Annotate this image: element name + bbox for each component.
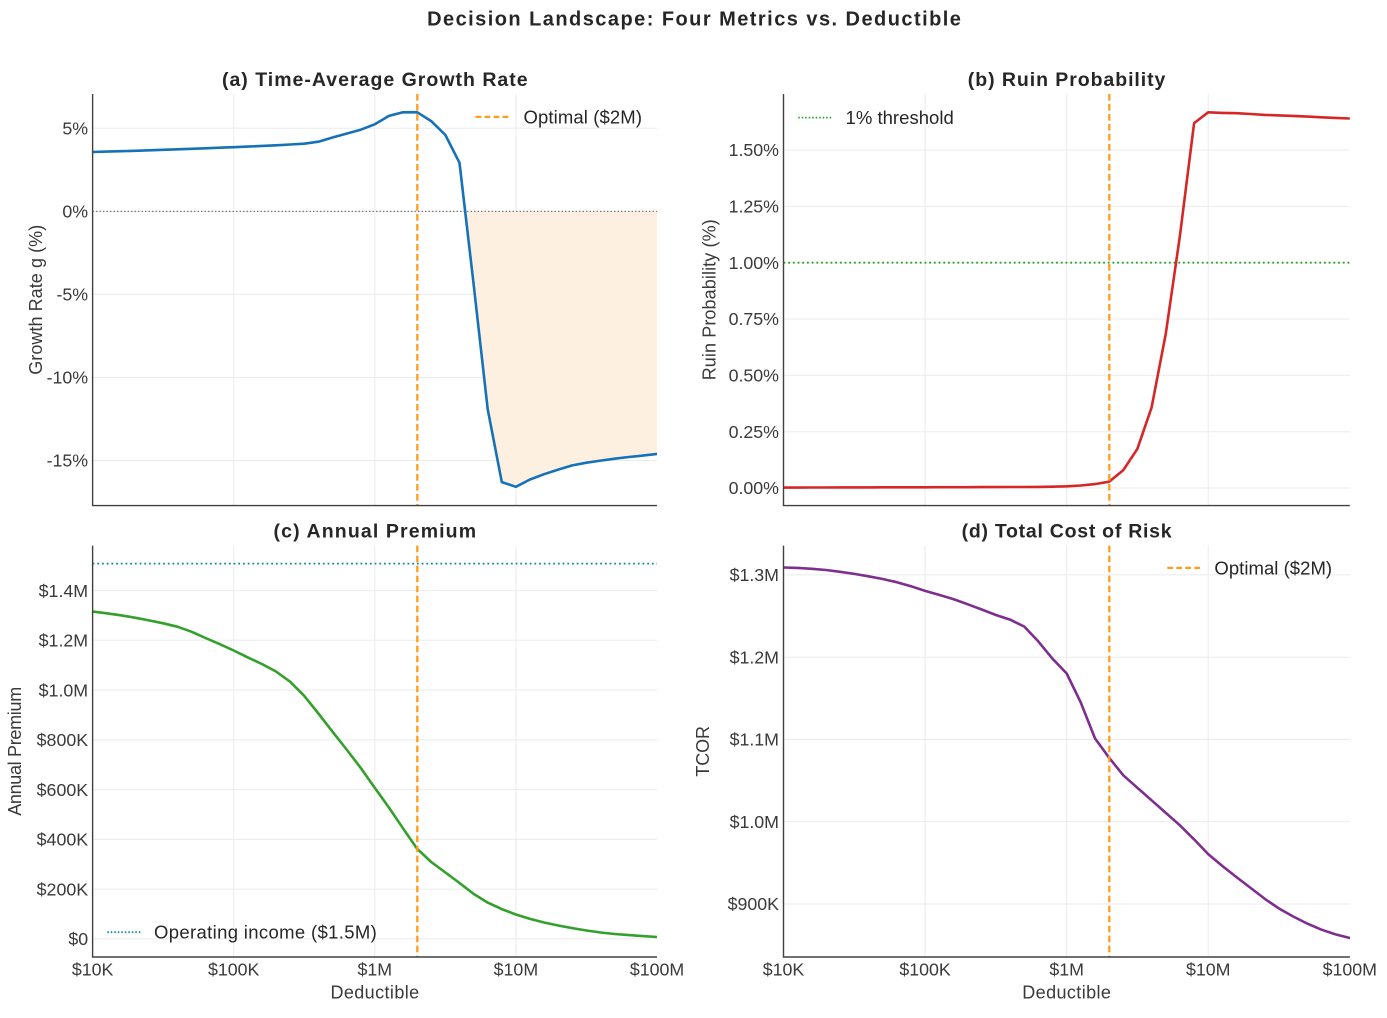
svg-text:Decision Landscape: Four Metri: Decision Landscape: Four Metrics vs. Ded… [427,9,961,31]
svg-text:0.00%: 0.00% [729,478,780,498]
svg-text:$1.2M: $1.2M [730,647,779,667]
svg-text:Optimal ($2M): Optimal ($2M) [1214,557,1332,578]
svg-text:$900K: $900K [728,894,780,914]
svg-text:1.00%: 1.00% [729,253,780,273]
svg-text:-15%: -15% [47,451,89,471]
svg-text:Deductible: Deductible [330,983,419,1003]
svg-text:$100K: $100K [899,960,951,980]
svg-text:$100M: $100M [630,960,684,980]
svg-text:$10K: $10K [763,960,805,980]
svg-text:$1.0M: $1.0M [39,680,88,700]
svg-text:$1M: $1M [1049,960,1084,980]
svg-text:0.25%: 0.25% [729,422,780,442]
svg-text:$10K: $10K [72,960,114,980]
svg-text:Growth Rate g (%): Growth Rate g (%) [26,225,46,375]
svg-text:-10%: -10% [47,368,89,388]
svg-text:-5%: -5% [56,285,88,305]
svg-text:1% threshold: 1% threshold [846,107,954,128]
svg-text:$100M: $100M [1323,960,1377,980]
svg-text:$1.0M: $1.0M [730,812,779,832]
svg-text:5%: 5% [62,119,88,139]
svg-text:TCOR: TCOR [693,726,713,777]
svg-text:1.50%: 1.50% [729,140,780,160]
svg-text:$1.4M: $1.4M [39,581,88,601]
svg-text:0.50%: 0.50% [729,366,780,386]
svg-text:$10M: $10M [494,960,538,980]
svg-text:(d) Total Cost of Risk: (d) Total Cost of Risk [962,521,1172,543]
svg-text:0.75%: 0.75% [729,309,780,329]
svg-text:$1M: $1M [358,960,393,980]
svg-text:$1.3M: $1.3M [730,565,779,585]
svg-text:Ruin Probability (%): Ruin Probability (%) [700,219,720,380]
svg-text:(b) Ruin Probability: (b) Ruin Probability [968,69,1166,91]
svg-text:$200K: $200K [37,879,89,899]
svg-text:$10M: $10M [1186,960,1230,980]
svg-text:$600K: $600K [37,780,89,800]
svg-text:0%: 0% [62,202,88,222]
svg-text:$400K: $400K [37,830,89,850]
svg-text:(a) Time-Average Growth Rate: (a) Time-Average Growth Rate [222,69,528,91]
svg-text:$1.2M: $1.2M [39,631,88,651]
svg-text:Deductible: Deductible [1022,983,1111,1003]
svg-text:(c) Annual Premium: (c) Annual Premium [274,521,477,543]
svg-text:$0: $0 [68,929,88,949]
svg-text:$800K: $800K [37,730,89,750]
svg-text:Optimal ($2M): Optimal ($2M) [524,106,643,127]
svg-text:Annual Premium: Annual Premium [5,687,25,816]
svg-text:Operating income ($1.5M): Operating income ($1.5M) [154,922,377,943]
svg-text:$100K: $100K [208,960,260,980]
svg-text:1.25%: 1.25% [729,197,780,217]
svg-text:$1.1M: $1.1M [730,730,779,750]
